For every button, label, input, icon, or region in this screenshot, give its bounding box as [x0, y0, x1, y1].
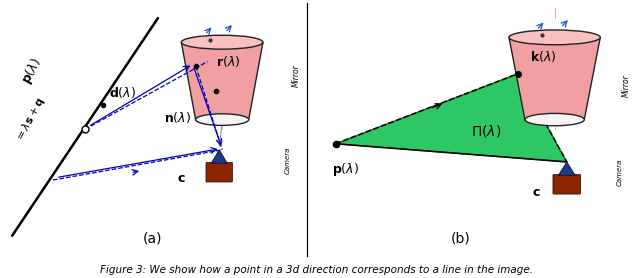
Ellipse shape [196, 114, 249, 125]
Text: $\mathbf{c}$: $\mathbf{c}$ [532, 186, 541, 199]
Text: Figure 3: We show how a point in a 3d direction corresponds to a line in the ima: Figure 3: We show how a point in a 3d di… [101, 265, 533, 275]
Polygon shape [211, 150, 227, 163]
Text: $= \lambda\mathbf{s} + \mathbf{q}$: $= \lambda\mathbf{s} + \mathbf{q}$ [12, 95, 48, 145]
Text: $\mathbf{n}(\lambda)$: $\mathbf{n}(\lambda)$ [164, 110, 191, 125]
Text: (b): (b) [450, 231, 470, 245]
Ellipse shape [525, 113, 585, 126]
Text: (a): (a) [143, 231, 162, 245]
Text: $\mathbf{p}(\lambda)$: $\mathbf{p}(\lambda)$ [18, 55, 46, 87]
Polygon shape [509, 37, 600, 120]
Text: $\Pi(\lambda)$: $\Pi(\lambda)$ [470, 123, 501, 139]
Text: $\mathbf{c}$: $\mathbf{c}$ [177, 172, 186, 185]
Text: Camera: Camera [617, 159, 623, 187]
FancyBboxPatch shape [206, 162, 233, 182]
Text: Camera: Camera [285, 147, 291, 174]
Polygon shape [335, 74, 567, 162]
Ellipse shape [181, 35, 263, 49]
Text: Mirror: Mirror [292, 65, 301, 88]
Ellipse shape [509, 30, 600, 45]
Text: $\mathbf{p}(\lambda)$: $\mathbf{p}(\lambda)$ [332, 161, 359, 178]
Text: $\mathbf{k}(\lambda)$: $\mathbf{k}(\lambda)$ [530, 49, 557, 64]
FancyBboxPatch shape [553, 175, 581, 194]
Text: $\mathbf{d}(\lambda)$: $\mathbf{d}(\lambda)$ [110, 85, 136, 100]
Polygon shape [559, 162, 575, 175]
Polygon shape [181, 42, 263, 120]
Text: $\mathbf{r}(\lambda)$: $\mathbf{r}(\lambda)$ [216, 54, 240, 69]
Text: Mirror: Mirror [622, 74, 631, 97]
